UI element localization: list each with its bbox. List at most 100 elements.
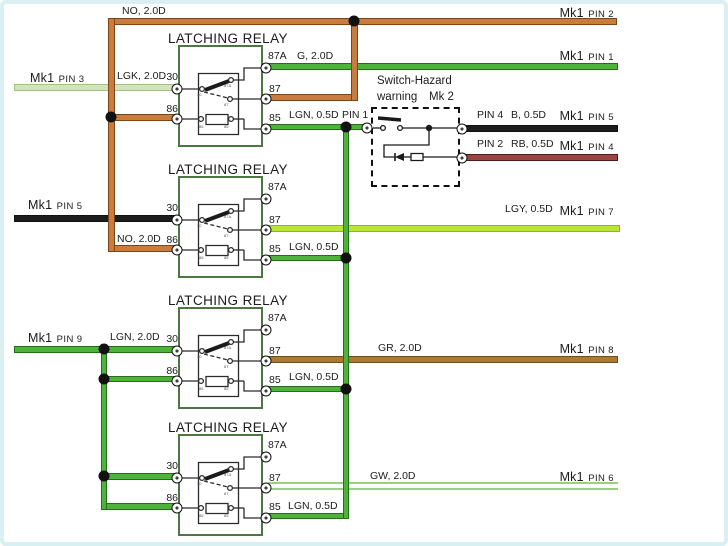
svg-text:87A: 87A — [224, 214, 231, 219]
junction-dot — [340, 252, 352, 264]
switch-box-title-line3: Mk 2 — [429, 91, 454, 103]
svg-text:30: 30 — [197, 354, 202, 359]
label-mk1-pin2: Mk1 PIN 2 — [559, 6, 614, 20]
junction-dot — [340, 121, 352, 133]
wire-no-top — [108, 18, 617, 25]
latching-relay-4: LATCHING RELAY 30 87A 87 86 85 30 86 87A… — [166, 421, 287, 538]
latching-relay-1: LATCHING RELAY 30 87A 87 86 85 30 86 87A… — [166, 32, 287, 149]
label-mk1-pin7: Mk1 PIN 7 — [559, 204, 614, 218]
terminal-label-85: 85 — [269, 243, 281, 255]
label-mk1-pin4: Mk1 PIN 4 — [559, 139, 614, 153]
relay-internal-schematic: 30 87A 87 86 85 — [180, 178, 265, 280]
terminal-87a — [260, 324, 272, 336]
relay-title: LATCHING RELAY — [168, 31, 288, 46]
wire-green-relay3-86 — [101, 376, 176, 382]
label-lgn-relay2: LGN, 0.5D — [289, 241, 339, 253]
terminal-label-86: 86 — [166, 365, 178, 377]
terminal-86 — [171, 502, 183, 514]
terminal-30 — [171, 472, 183, 484]
svg-text:30: 30 — [197, 92, 202, 97]
junction-dot — [348, 15, 360, 27]
wire-b-pin4-mk1-pin5 — [466, 125, 618, 132]
wire-lgy-mk1-pin7 — [268, 225, 620, 232]
switch-hazard-warning-box: Switch-Hazard warning Mk 2 — [361, 75, 468, 187]
svg-text:85: 85 — [224, 124, 229, 129]
wire-orange-relay2-86 — [108, 245, 176, 252]
terminal-85 — [260, 254, 272, 266]
terminal-87a — [260, 193, 272, 205]
svg-text:30: 30 — [197, 481, 202, 486]
terminal-label-87: 87 — [269, 214, 281, 226]
terminal-85 — [260, 512, 272, 524]
wire-orange-relay1-87 — [268, 94, 354, 101]
terminal-label-86: 86 — [166, 103, 178, 115]
svg-text:87: 87 — [224, 233, 229, 238]
label-mk1-pin8: Mk1 PIN 8 — [559, 342, 614, 356]
terminal-30 — [171, 214, 183, 226]
relay-internal-schematic: 30 87A 87 86 85 — [180, 47, 265, 149]
svg-text:85: 85 — [224, 513, 229, 518]
label-mk1-pin6: Mk1 PIN 6 — [559, 470, 614, 484]
terminal-label-85: 85 — [269, 374, 281, 386]
switch-box-title-line1: Switch-Hazard — [377, 75, 452, 87]
terminal-label-87: 87 — [269, 83, 281, 95]
wire-orange-vertical-right — [351, 18, 358, 101]
svg-text:87A: 87A — [224, 345, 231, 350]
switch-internal-schematic — [373, 109, 458, 185]
terminal-87 — [260, 482, 272, 494]
terminal-label-87: 87 — [269, 472, 281, 484]
label-switch-pin1: PIN 1 — [342, 109, 369, 121]
terminal-label-87: 87 — [269, 345, 281, 357]
terminal-label-87a: 87A — [268, 181, 287, 193]
terminal-85 — [260, 385, 272, 397]
svg-text:86: 86 — [199, 386, 204, 391]
wire-lgn-relay4-85 — [268, 513, 346, 519]
terminal-label-86: 86 — [166, 234, 178, 246]
terminal-87a — [260, 451, 272, 463]
label-mk1-pin5-right: Mk1 PIN 5 — [559, 109, 614, 123]
svg-text:87: 87 — [224, 102, 229, 107]
terminal-label-30: 30 — [166, 333, 178, 345]
switch-terminal-pin2 — [456, 152, 468, 164]
terminal-label-30: 30 — [166, 71, 178, 83]
relay-title: LATCHING RELAY — [168, 293, 288, 308]
label-lgn2: LGN, 2.0D — [110, 331, 160, 343]
terminal-87a — [260, 62, 272, 74]
label-g: G, 2.0D — [297, 50, 334, 62]
terminal-label-86: 86 — [166, 492, 178, 504]
wire-lgn-vertical-right — [343, 124, 349, 519]
terminal-86 — [171, 244, 183, 256]
svg-text:30: 30 — [197, 223, 202, 228]
terminal-label-30: 30 — [166, 460, 178, 472]
wire-gw-mk1-pin6 — [268, 482, 618, 490]
terminal-87 — [260, 93, 272, 105]
label-lgy: LGY, 0.5D — [505, 203, 553, 215]
label-gr: GR, 2.0D — [378, 342, 422, 354]
wire-orange-vertical-left — [108, 18, 115, 252]
wire-g-to-mk1-pin1 — [268, 63, 618, 70]
label-lgk: LGK, 2.0D — [117, 70, 167, 82]
terminal-30 — [171, 83, 183, 95]
label-rb: RB, 0.5D — [511, 138, 554, 150]
label-lgn-relay3: LGN, 0.5D — [289, 371, 339, 383]
switch-box-title-line2: warning — [377, 91, 418, 103]
label-lgn-relay1: LGN, 0.5D — [289, 109, 339, 121]
label-gw: GW, 2.0D — [370, 470, 416, 482]
junction-dot — [98, 373, 110, 385]
wire-green-relay4-86 — [101, 503, 176, 510]
wire-orange-relay1-86 — [108, 114, 176, 121]
wire-lgn-relay2-85 — [268, 255, 346, 261]
wire-green-mk1-pin9 — [14, 346, 176, 353]
terminal-30 — [171, 345, 183, 357]
wire-rb-pin2-mk1-pin4 — [466, 154, 618, 161]
wire-lgn-relay3-85 — [268, 386, 346, 392]
svg-text:87A: 87A — [224, 83, 231, 88]
svg-text:86: 86 — [199, 255, 204, 260]
switch-terminal-pin4 — [456, 123, 468, 135]
terminal-label-85: 85 — [269, 501, 281, 513]
terminal-label-87a: 87A — [268, 50, 287, 62]
terminal-87 — [260, 355, 272, 367]
relay-internal-schematic: 30 87A 87 86 85 — [180, 436, 265, 538]
terminal-87 — [260, 224, 272, 236]
svg-text:87: 87 — [224, 491, 229, 496]
